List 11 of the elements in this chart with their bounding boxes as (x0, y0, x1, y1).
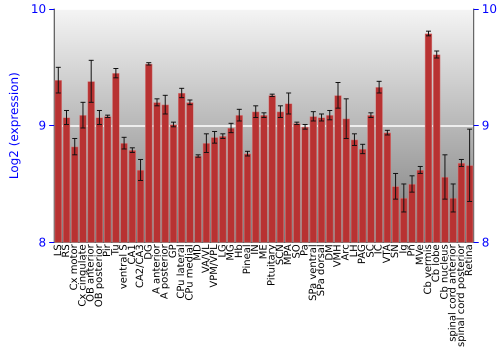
x-tick-label: Pituitary (266, 244, 278, 286)
x-tick-label: Retina (464, 244, 476, 276)
y-tick-label: 10 (30, 2, 46, 16)
x-tick-label: ME (258, 244, 270, 260)
y-tick-label: 8 (38, 235, 46, 250)
x-tick-label: OB posterior (94, 243, 105, 308)
y2-tick-label: 9 (482, 118, 490, 133)
y2-tick-label: 8 (482, 235, 490, 250)
y2-tick-label: 10 (482, 2, 498, 16)
y-tick-label: 9 (38, 118, 46, 133)
y-axis-title: Log2 (expression) (7, 72, 21, 180)
